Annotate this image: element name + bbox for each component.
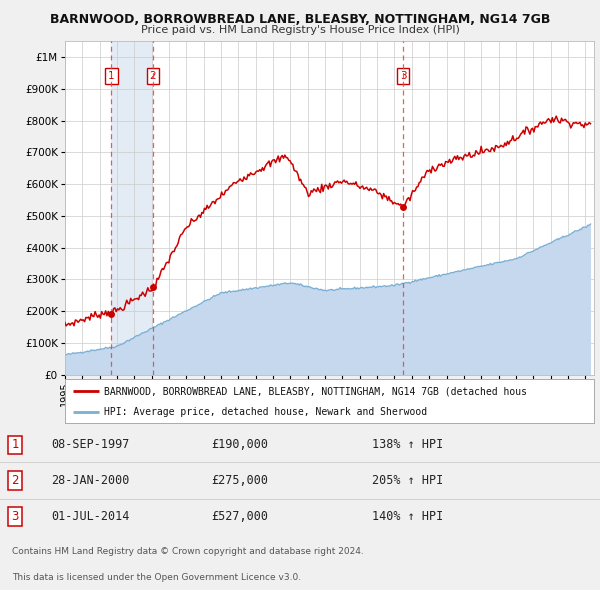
- Text: 1: 1: [108, 71, 115, 81]
- Bar: [112, 41, 153, 375]
- Text: 1: 1: [11, 438, 19, 451]
- Text: £527,000: £527,000: [212, 510, 269, 523]
- Text: 08-SEP-1997: 08-SEP-1997: [51, 438, 129, 451]
- Text: BARNWOOD, BORROWBREAD LANE, BLEASBY, NOTTINGHAM, NG14 7GB (detached hous: BARNWOOD, BORROWBREAD LANE, BLEASBY, NOT…: [104, 386, 527, 396]
- Text: 01-JUL-2014: 01-JUL-2014: [51, 510, 129, 523]
- Text: 140% ↑ HPI: 140% ↑ HPI: [372, 510, 443, 523]
- Text: 3: 3: [400, 71, 406, 81]
- Text: Contains HM Land Registry data © Crown copyright and database right 2024.: Contains HM Land Registry data © Crown c…: [12, 547, 364, 556]
- Text: Price paid vs. HM Land Registry's House Price Index (HPI): Price paid vs. HM Land Registry's House …: [140, 25, 460, 35]
- Text: £190,000: £190,000: [212, 438, 269, 451]
- Text: 2: 2: [11, 474, 19, 487]
- Text: 138% ↑ HPI: 138% ↑ HPI: [372, 438, 443, 451]
- Text: 205% ↑ HPI: 205% ↑ HPI: [372, 474, 443, 487]
- Text: £275,000: £275,000: [212, 474, 269, 487]
- Text: This data is licensed under the Open Government Licence v3.0.: This data is licensed under the Open Gov…: [12, 573, 301, 582]
- Text: 3: 3: [11, 510, 19, 523]
- Text: HPI: Average price, detached house, Newark and Sherwood: HPI: Average price, detached house, Newa…: [104, 407, 428, 417]
- Text: 2: 2: [149, 71, 156, 81]
- Text: 28-JAN-2000: 28-JAN-2000: [51, 474, 129, 487]
- Text: BARNWOOD, BORROWBREAD LANE, BLEASBY, NOTTINGHAM, NG14 7GB: BARNWOOD, BORROWBREAD LANE, BLEASBY, NOT…: [50, 13, 550, 26]
